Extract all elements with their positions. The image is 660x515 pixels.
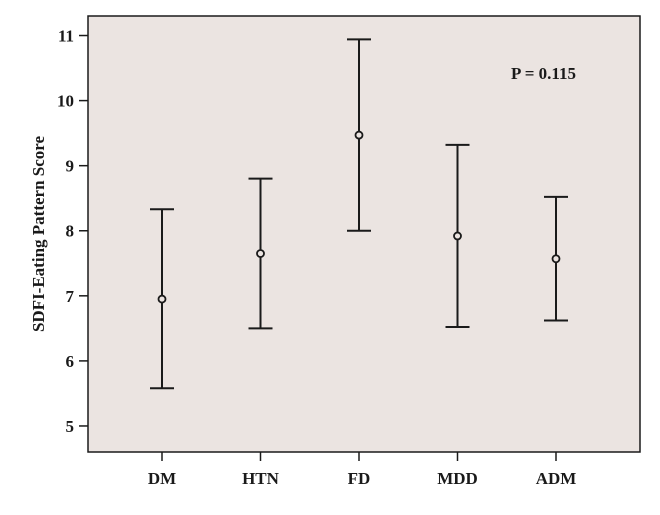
x-tick-label-fd: FD <box>348 469 371 488</box>
x-tick-label-dm: DM <box>148 469 176 488</box>
p-value-annotation: P = 0.115 <box>511 64 576 83</box>
error-bar-mdd <box>445 143 470 329</box>
mean-point <box>453 231 462 241</box>
mean-point <box>157 294 167 304</box>
error-bar-dm <box>150 208 174 390</box>
error-bar-fd <box>347 38 371 232</box>
mean-point <box>551 254 561 264</box>
plot-area <box>87 15 641 453</box>
x-axis: DM HTN FD MDD ADM <box>148 452 576 488</box>
error-bars <box>150 38 568 390</box>
y-tick-label: 5 <box>66 417 75 436</box>
y-tick-label: 8 <box>66 222 75 241</box>
mean-point <box>256 249 265 258</box>
error-bar-htn <box>248 177 273 330</box>
y-tick-label: 6 <box>66 352 75 371</box>
y-tick-label: 11 <box>58 27 74 46</box>
x-tick-label-htn: HTN <box>242 469 280 488</box>
x-tick-label-adm: ADM <box>536 469 577 488</box>
error-bar-adm <box>544 195 568 322</box>
y-axis-title: SDFI-Eating Pattern Score <box>29 135 48 332</box>
y-tick-label: 7 <box>66 287 75 306</box>
x-tick-label-mdd: MDD <box>437 469 478 488</box>
mean-point <box>354 130 364 140</box>
y-tick-label: 10 <box>57 92 74 111</box>
y-tick-label: 9 <box>66 157 75 176</box>
y-axis: 5 6 7 8 9 10 11 <box>57 27 88 436</box>
